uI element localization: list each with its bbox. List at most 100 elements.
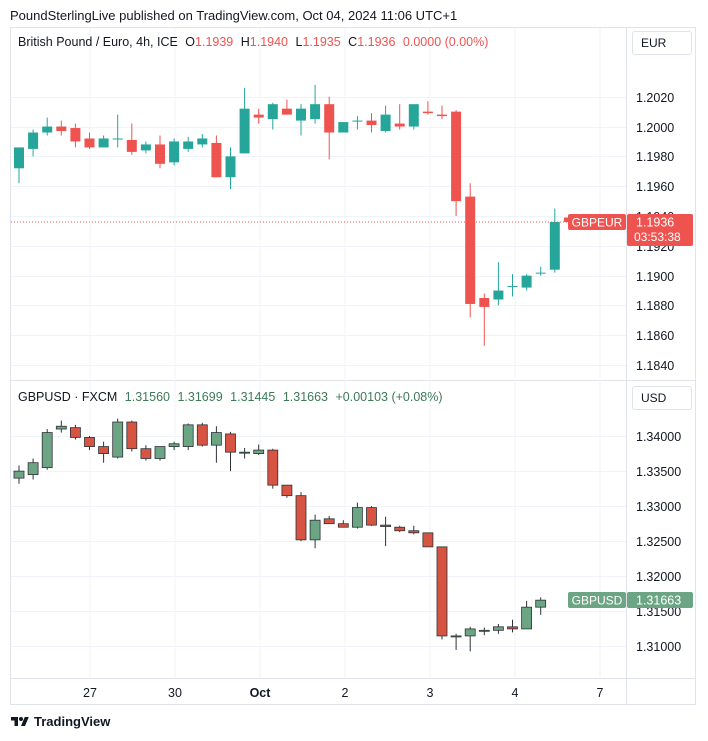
bottom-candle-body: [380, 524, 392, 527]
top-y-tick-label: 1.1980: [636, 150, 674, 164]
tradingview-footer[interactable]: TradingView: [10, 714, 110, 729]
bottom-y-tick-label: 1.32000: [636, 570, 681, 584]
top-y-tick-label: 1.1840: [636, 359, 674, 373]
top-candle-body: [281, 108, 292, 115]
top-candle-body: [169, 141, 180, 163]
top-candle-body: [70, 128, 81, 142]
bottom-candle-body: [337, 523, 349, 528]
top-candle-body: [84, 138, 95, 148]
bottom-candle-body: [450, 635, 462, 638]
top-y-tick-label: 1.2000: [636, 121, 674, 135]
top-candle-body: [225, 156, 236, 178]
bottom-legend-low-value: 1.31445: [230, 390, 276, 404]
bottom-candle-body: [196, 424, 208, 446]
top-price-badge: [627, 213, 693, 246]
top-candle-body: [408, 104, 419, 127]
top-candle-body: [451, 111, 462, 202]
bottom-y-tick-label: 1.32500: [636, 535, 681, 549]
bottom-candle-body: [112, 421, 124, 458]
x-tick-label: 27: [83, 686, 97, 700]
tradingview-logo-icon: [11, 716, 29, 726]
x-tick-label: 30: [168, 686, 182, 700]
bottom-legend-high-value: 1.31699: [177, 390, 223, 404]
top-candle-body: [422, 111, 433, 114]
bottom-candle-body: [84, 437, 95, 447]
bottom-candle-body: [436, 546, 448, 637]
bottom-y-tick-label: 1.34000: [636, 430, 681, 444]
bottom-price-badge: [627, 591, 693, 608]
bottom-candle-body: [210, 432, 222, 446]
top-candle-body: [507, 286, 518, 288]
top-candle-body: [549, 221, 560, 270]
bottom-candle-body: [309, 519, 321, 541]
top-legend-change: 0.0000 (0.00%): [402, 35, 489, 49]
top-legend-high-label: H: [240, 35, 250, 49]
bottom-candle-body: [478, 629, 490, 632]
top-legend-close-label: C: [348, 35, 358, 49]
bottom-legend-change: +0.00103 (+0.08%): [335, 390, 443, 404]
top-candle-body: [197, 138, 208, 145]
top-candle-body: [140, 144, 151, 151]
top-candle-body: [352, 120, 363, 122]
top-candle-body: [310, 104, 321, 120]
top-legend-high: H1.1940: [241, 35, 288, 49]
bottom-y-tick-label: 1.33500: [636, 465, 681, 479]
bottom-candle-body: [239, 451, 251, 454]
top-candle-body: [437, 114, 447, 117]
bottom-candle-body: [408, 530, 420, 534]
top-legend: British Pound / Euro, 4h, ICE O1.1939 H1…: [18, 35, 492, 49]
top-symbol-badge-label: GBPEUR: [572, 215, 623, 229]
top-candle-body: [239, 108, 250, 154]
tradingview-brand: TradingView: [34, 714, 111, 729]
x-tick-label: 4: [512, 686, 519, 700]
bottom-symbol-badge-label: GBPUSD: [572, 593, 623, 607]
top-price-badge-value: 1.1936: [636, 215, 674, 229]
top-y-tick-label: 1.1880: [636, 299, 674, 313]
bottom-legend-open-value: 1.31560: [124, 390, 170, 404]
top-legend-close: C1.1936: [348, 35, 395, 49]
usd-currency-button[interactable]: USD: [632, 386, 692, 410]
bottom-candle-body: [13, 470, 25, 479]
bottom-candle-body: [535, 599, 547, 608]
top-candle-body: [28, 132, 39, 149]
top-legend-open-value: 1.1939: [195, 35, 234, 49]
x-tick-label: 7: [597, 686, 604, 700]
x-tick-label: 2: [342, 686, 349, 700]
bottom-y-tick-label: 1.33000: [636, 500, 681, 514]
top-y-tick-label: 1.1960: [636, 180, 674, 194]
bottom-legend-close-value: 1.31663: [282, 390, 328, 404]
top-candle-body: [112, 138, 123, 140]
top-legend-open-label: O: [185, 35, 196, 49]
bottom-candle-body: [323, 518, 335, 525]
bottom-candle-body: [507, 626, 518, 630]
top-legend-low: L1.1935: [296, 35, 341, 49]
top-candle-body: [535, 272, 546, 274]
top-legend-high-value: 1.1940: [249, 35, 289, 49]
eur-currency-button[interactable]: EUR: [632, 31, 692, 55]
top-legend-symbol: British Pound / Euro, 4h, ICE: [18, 35, 178, 49]
bottom-candle-body: [154, 446, 166, 459]
bottom-candle-body: [253, 449, 265, 454]
bottom-candle-body: [267, 449, 279, 486]
top-candle-body: [324, 104, 335, 133]
top-candle-body: [42, 126, 53, 133]
bottom-candle-body: [55, 425, 67, 430]
bottom-candle-body: [27, 462, 39, 476]
top-legend-low-label: L: [295, 35, 303, 49]
bottom-candle-body: [464, 628, 476, 637]
bottom-candle-body: [394, 526, 406, 532]
top-candle-body: [521, 275, 532, 288]
top-candle-body: [14, 147, 24, 169]
chart-frame: [10, 27, 696, 705]
bottom-candle-body: [41, 432, 53, 469]
top-candle-body: [126, 139, 137, 152]
bottom-symbol-badge: [568, 591, 626, 608]
top-candle-body: [380, 114, 391, 132]
top-candle-body: [253, 114, 264, 118]
top-candle-body: [183, 141, 194, 149]
bottom-candle-body: [351, 507, 363, 528]
bottom-y-tick-label: 1.31000: [636, 640, 681, 654]
top-legend-open: O1.1939: [185, 35, 233, 49]
top-candle-body: [366, 120, 377, 126]
top-candle-body: [338, 122, 349, 133]
